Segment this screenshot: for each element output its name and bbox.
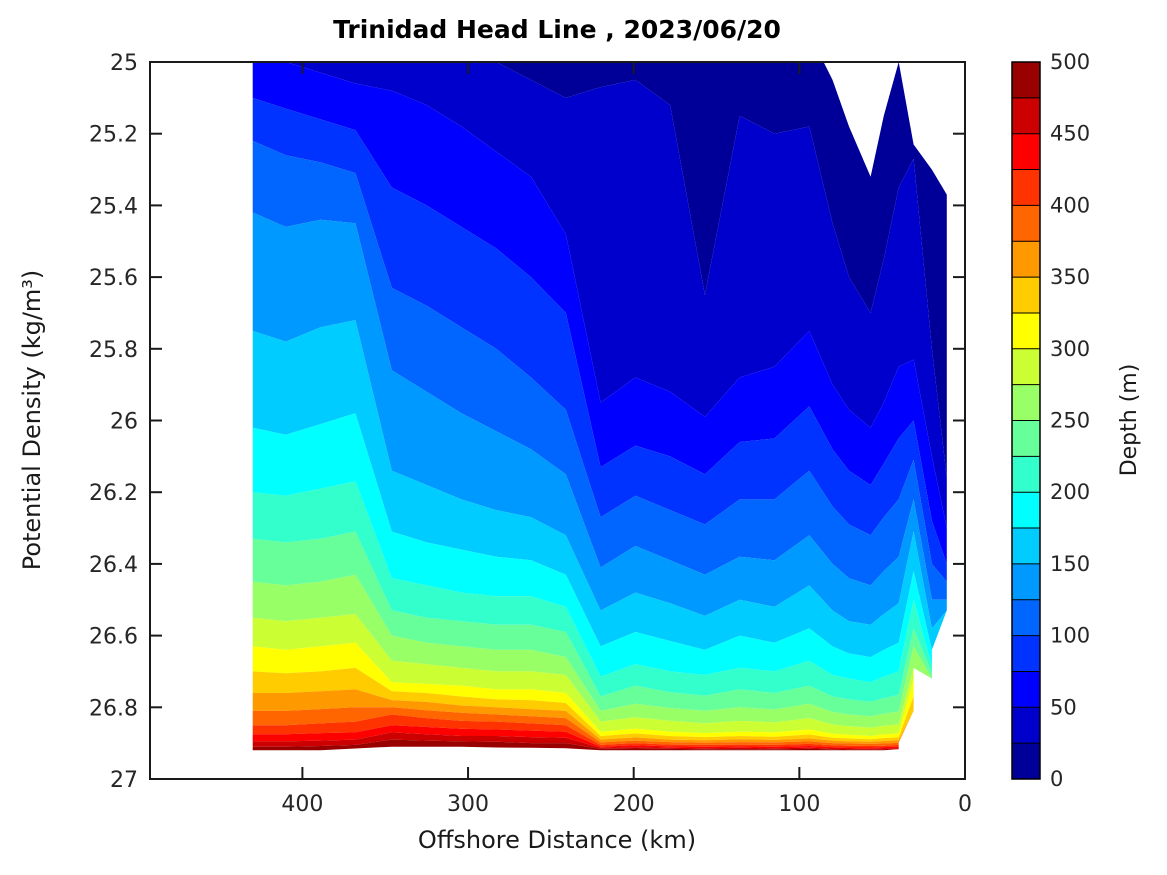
y-tick-label: 26.4 <box>89 553 138 578</box>
colorbar-band <box>1012 348 1040 386</box>
colorbar-tick-label: 150 <box>1050 552 1090 576</box>
contour-band-0-25m <box>496 62 947 478</box>
y-tick-label: 25.8 <box>89 338 138 363</box>
x-tick-label: 100 <box>778 792 820 817</box>
y-tick-label: 26 <box>110 410 138 435</box>
y-tick-label: 26.8 <box>89 696 138 721</box>
contour-band-475-500m <box>252 739 899 751</box>
contour-band-350-375m <box>252 689 914 744</box>
x-tick-label: 0 <box>958 792 972 817</box>
colorbar-band <box>1012 635 1040 672</box>
contour-band-425-450m <box>252 725 899 749</box>
colorbar-band <box>1012 277 1040 314</box>
contour-band-75-100m <box>252 97 947 582</box>
y-axis-label: Potential Density (kg/m³) <box>18 270 46 571</box>
contour-band-200-225m <box>252 481 932 702</box>
contour-band-325-350m <box>252 667 914 742</box>
y-tick-label: 25 <box>110 51 138 76</box>
y-tick-label: 25.6 <box>89 266 138 291</box>
y-tick-label: 26.2 <box>89 481 138 506</box>
colorbar-tick-label: 200 <box>1050 480 1090 504</box>
y-tick-label: 25.4 <box>89 194 138 219</box>
colorbar-tick-label: 250 <box>1050 409 1090 433</box>
contour-band-400-425m <box>252 714 899 748</box>
colorbar-band <box>1012 241 1040 278</box>
contour-band-125-150m <box>252 212 947 629</box>
contour-band-275-300m <box>252 614 914 736</box>
y-tick-label: 26.6 <box>89 625 138 650</box>
colorbar-band <box>1012 563 1040 601</box>
x-axis-label: Offshore Distance (km) <box>418 826 696 854</box>
colorbar-band <box>1012 312 1040 350</box>
colorbar-band <box>1012 599 1040 637</box>
colorbar-band <box>1012 420 1040 457</box>
x-tick-label: 200 <box>613 792 655 817</box>
contour-band-225-250m <box>252 531 932 717</box>
colorbar-band <box>1012 528 1040 565</box>
colorbar-label: Depth (m) <box>1117 364 1142 477</box>
chart-title: Trinidad Head Line , 2023/06/20 <box>333 15 781 44</box>
colorbar-outline <box>1011 61 1041 780</box>
x-tick-label: 400 <box>281 792 323 817</box>
contour-band-375-400m <box>252 707 899 746</box>
colorbar-band <box>1012 456 1040 493</box>
colorbar-band <box>1012 133 1040 171</box>
contour-band-450-475m <box>252 732 899 750</box>
colorbar-tick-label: 0 <box>1050 767 1063 791</box>
colorbar-band <box>1012 205 1040 242</box>
colorbar-band <box>1012 169 1040 206</box>
axis-ticks <box>150 61 966 780</box>
colorbar-tick-label: 100 <box>1050 624 1090 648</box>
contour-band-300-325m <box>252 642 914 740</box>
colorbar-tick-label: 50 <box>1050 695 1077 719</box>
x-tick-label: 300 <box>447 792 489 817</box>
contour-band-25-50m <box>285 62 947 529</box>
colorbar-tick-label: 450 <box>1050 122 1090 146</box>
colorbar: 0 50 100 150 200 250 300 350 400 450 500 <box>1011 50 1090 791</box>
contour-band-50-75m <box>252 62 947 564</box>
colorbar-tick-label: 300 <box>1050 337 1090 361</box>
colorbar-tick-label: 500 <box>1050 50 1090 74</box>
contour-band-100-125m <box>252 140 947 600</box>
colorbar-band <box>1012 492 1040 529</box>
colorbar-band <box>1012 743 1040 780</box>
contour-bands <box>252 62 947 751</box>
colorbar-band <box>1012 97 1040 135</box>
axis-tick-labels: 400 300 200 100 0 25 25.2 25.4 25.6 25.8 26 26.2 26.… <box>89 51 972 817</box>
colorbar-band <box>1012 707 1040 744</box>
colorbar-band <box>1012 62 1040 99</box>
contour-band-250-275m <box>252 574 932 728</box>
colorbar-tick-label: 400 <box>1050 193 1090 217</box>
y-tick-label: 27 <box>110 768 138 793</box>
contour-band-150-175m <box>252 320 947 658</box>
y-tick-label: 25.2 <box>89 123 138 148</box>
colorbar-band <box>1012 671 1040 708</box>
contour-band-175-200m <box>252 413 932 683</box>
colorbar-band <box>1012 384 1040 421</box>
colorbar-tick-label: 350 <box>1050 265 1090 289</box>
